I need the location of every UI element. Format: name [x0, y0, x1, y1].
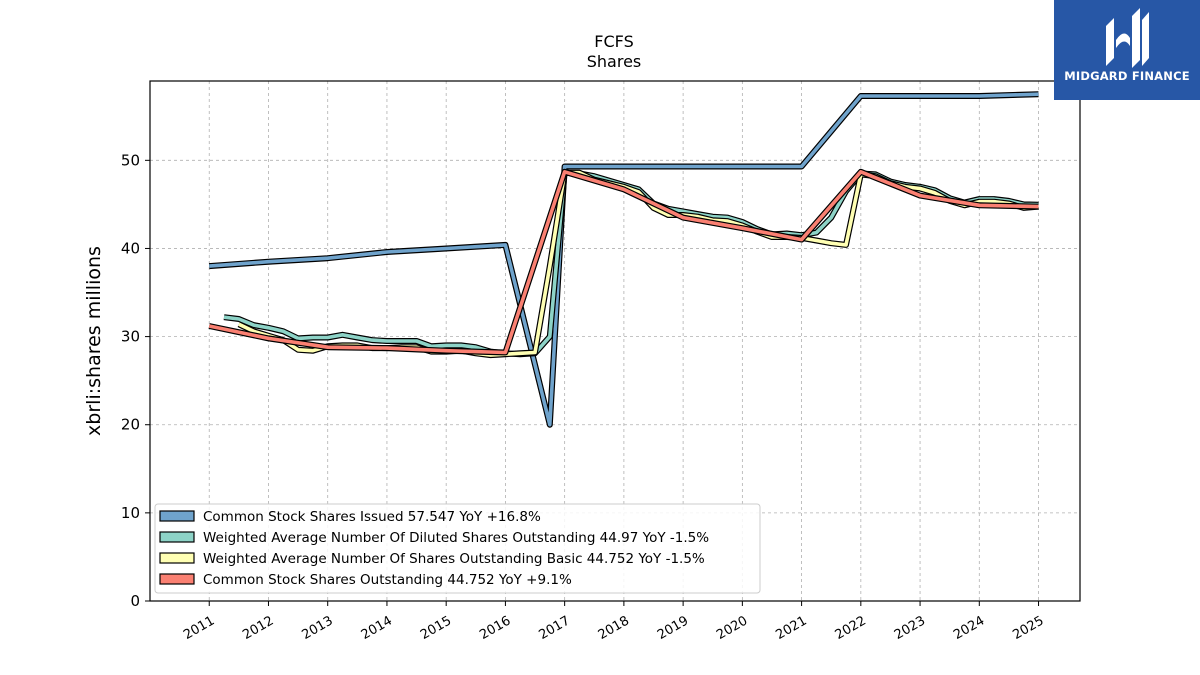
x-tick-label: 2022	[833, 613, 869, 643]
legend: Common Stock Shares Issued 57.547 YoY +1…	[154, 503, 761, 594]
x-tick-label: 2018	[596, 613, 632, 643]
legend-box	[154, 503, 761, 594]
chart-title: FCFS	[594, 32, 633, 51]
series-line-common-stock-shares-outstanding	[208, 170, 1039, 355]
x-tick-label: 2012	[240, 613, 276, 643]
x-tick-label: 2015	[418, 613, 454, 643]
legend-swatch-diluted	[159, 531, 195, 543]
x-tick-label: 2011	[181, 613, 217, 643]
plot-frame	[149, 80, 1081, 602]
series-line-common-stock-shares-issued	[209, 92, 1039, 427]
x-tick-label: 2013	[300, 613, 336, 643]
series-outline-weighted-average-number-of-diluted-shares-outstanding	[223, 169, 1039, 358]
x-tick-label: 2016	[477, 613, 513, 643]
legend-label-basic: Weighted Average Number Of Shares Outsta…	[203, 551, 705, 567]
y-tick-label: 50	[121, 151, 140, 169]
midgard-m-icon	[1106, 8, 1149, 68]
legend-swatch-shares-issued	[159, 510, 195, 522]
x-tick-label: 2014	[359, 613, 395, 643]
x-tick-label: 2024	[951, 613, 987, 643]
y-tick-label: 0	[130, 592, 140, 610]
y-tick-label: 30	[121, 328, 140, 346]
legend-swatch-basic	[159, 552, 195, 564]
x-tick-label: 2019	[655, 613, 691, 643]
x-tick-label: 2017	[536, 613, 572, 643]
chart-subtitle: Shares	[587, 52, 642, 71]
series-outline-weighted-average-number-of-shares-outstanding-basic	[237, 169, 1039, 359]
y-tick-label: 10	[121, 504, 140, 522]
series-lines	[208, 91, 1039, 428]
legend-label-diluted: Weighted Average Number Of Diluted Share…	[203, 530, 709, 546]
x-tick-label: 2021	[773, 613, 809, 643]
series-line-weighted-average-number-of-shares-outstanding-basic	[238, 170, 1039, 357]
y-tick-label: 40	[121, 239, 140, 257]
y-axis-label: xbrli:shares millions	[83, 246, 105, 436]
brand-name: MIDGARD FINANCE	[1064, 69, 1190, 83]
legend-label-outstanding: Common Stock Shares Outstanding 44.752 Y…	[203, 572, 572, 588]
x-tick-label: 2025	[1010, 613, 1046, 643]
brand-logo: MIDGARD FINANCE	[1054, 0, 1200, 100]
legend-label-shares-issued: Common Stock Shares Issued 57.547 YoY +1…	[203, 509, 541, 525]
series-line-weighted-average-number-of-diluted-shares-outstanding	[223, 170, 1039, 356]
legend-swatch-outstanding	[159, 573, 195, 585]
x-tick-label: 2023	[892, 613, 928, 643]
y-tick-label: 20	[121, 416, 140, 434]
x-tick-label: 2020	[714, 613, 750, 643]
